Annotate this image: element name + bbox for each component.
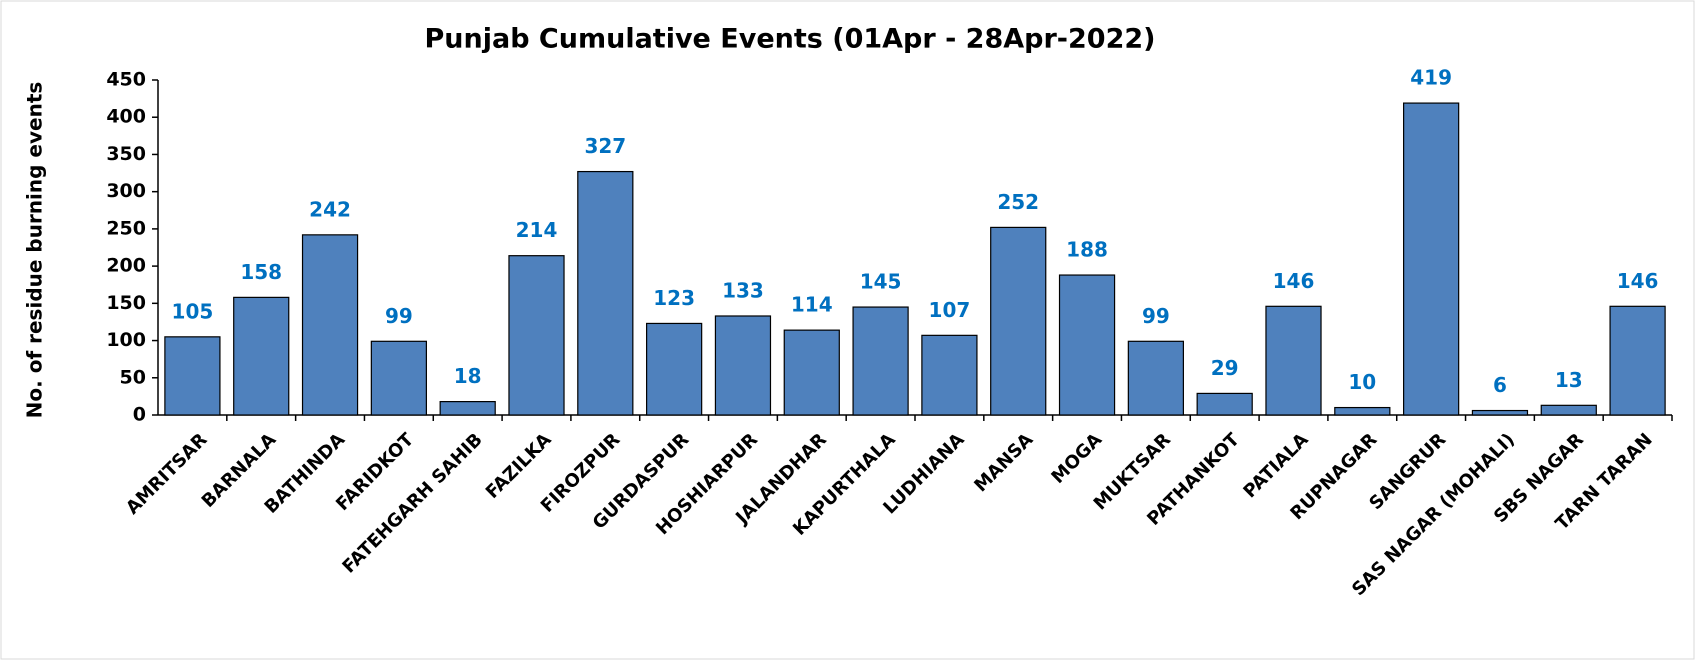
value-label: 145: [860, 270, 902, 294]
value-label: 146: [1617, 269, 1659, 293]
bar: [1540, 404, 1597, 416]
bar: [990, 226, 1047, 416]
chart-title: Punjab Cumulative Events (01Apr - 28Apr-…: [425, 24, 1156, 55]
bar: [1265, 305, 1322, 416]
bar: [646, 322, 703, 416]
y-tick-label: 300: [106, 180, 146, 202]
y-axis-label: No. of residue burning events: [23, 82, 47, 419]
value-label: 242: [309, 197, 351, 221]
y-tick-label: 100: [106, 329, 146, 351]
value-label: 327: [584, 134, 626, 158]
value-label: 105: [172, 299, 214, 323]
value-label: 29: [1211, 356, 1239, 380]
y-tick-label: 50: [120, 366, 146, 388]
value-label: 146: [1273, 269, 1315, 293]
value-label: 107: [929, 298, 971, 322]
y-tick-label: 150: [106, 292, 146, 314]
y-tick-label: 350: [106, 143, 146, 165]
bar: [439, 401, 496, 416]
value-label: 6: [1493, 373, 1507, 397]
value-label: 99: [385, 304, 413, 328]
bar: [714, 315, 772, 416]
bar: [1058, 274, 1116, 416]
value-label: 214: [516, 218, 558, 242]
bar: [852, 306, 909, 416]
value-label: 419: [1410, 66, 1452, 90]
y-tick-label: 450: [106, 69, 146, 91]
y-tick-label: 400: [106, 106, 146, 128]
bar: [1334, 406, 1391, 416]
y-tick-label: 250: [106, 217, 146, 239]
value-label: 99: [1142, 304, 1170, 328]
bar: [370, 340, 427, 416]
bar: [577, 170, 634, 416]
bar: [1471, 409, 1529, 416]
bar: [164, 336, 221, 416]
value-label: 188: [1066, 238, 1108, 262]
y-tick-label: 0: [133, 404, 146, 426]
bar: [1196, 392, 1253, 416]
value-label: 123: [653, 286, 695, 310]
value-label: 252: [997, 190, 1039, 214]
bar: [1127, 340, 1184, 416]
bar: [921, 334, 978, 416]
value-label: 133: [722, 278, 764, 302]
bar: [301, 234, 359, 416]
y-tick-label: 200: [106, 255, 146, 277]
value-label: 10: [1348, 370, 1376, 394]
bar: [508, 255, 565, 416]
bar: [233, 296, 290, 416]
value-label: 114: [791, 293, 833, 317]
value-label: 158: [240, 260, 282, 284]
value-label: 18: [454, 364, 482, 388]
bar: [1403, 102, 1460, 416]
value-label: 13: [1555, 368, 1583, 392]
bar: [783, 329, 840, 416]
bar: [1609, 305, 1666, 416]
